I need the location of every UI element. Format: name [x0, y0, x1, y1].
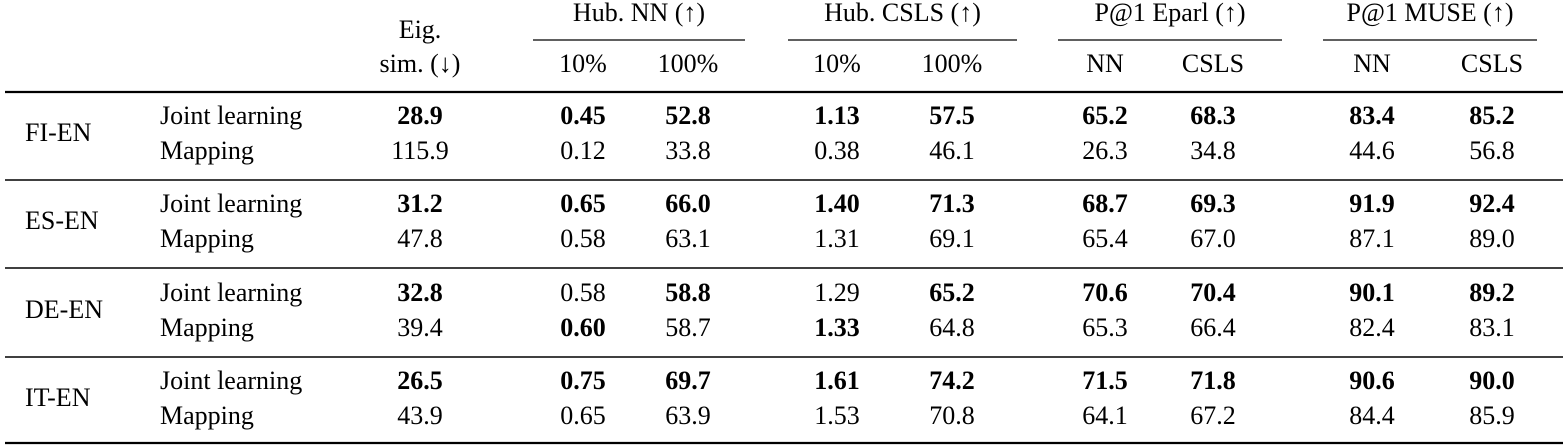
cell: 71.8 — [1190, 366, 1236, 395]
cell: 65.2 — [1082, 101, 1128, 130]
method-label: Joint learning — [160, 189, 302, 218]
cell: 66.4 — [1190, 313, 1236, 342]
method-label: Mapping — [160, 224, 254, 253]
cell: 65.4 — [1082, 224, 1128, 253]
cell: 70.6 — [1082, 278, 1128, 307]
cell: 0.75 — [560, 366, 606, 395]
cell: 71.3 — [929, 189, 975, 218]
cell: 1.31 — [814, 224, 860, 253]
group-title: Hub. NN (↑) — [573, 0, 705, 27]
header-label: sim. (↓) — [380, 49, 461, 78]
cell: 70.4 — [1190, 278, 1236, 307]
subhead: NN — [1353, 49, 1391, 78]
subhead: 10% — [559, 49, 607, 78]
method-label: Joint learning — [160, 278, 302, 307]
cell: 0.65 — [560, 189, 606, 218]
cell: 85.9 — [1469, 401, 1515, 430]
subhead: CSLS — [1182, 49, 1244, 78]
cell: 87.1 — [1349, 224, 1395, 253]
cell: 0.58 — [560, 224, 606, 253]
cell: 26.3 — [1082, 136, 1128, 165]
group-title: Hub. CSLS (↑) — [824, 0, 981, 27]
cell: 0.12 — [560, 136, 606, 165]
cell: 67.2 — [1190, 401, 1236, 430]
cell: 58.8 — [665, 278, 711, 307]
pair-label: ES-EN — [25, 206, 99, 235]
cell: 64.8 — [929, 313, 975, 342]
cell: 28.9 — [397, 101, 443, 130]
cell: 39.4 — [397, 313, 443, 342]
cell: 0.45 — [560, 101, 606, 130]
cell: 1.53 — [814, 401, 860, 430]
cell: 56.8 — [1469, 136, 1515, 165]
cell: 65.2 — [929, 278, 975, 307]
cell: 67.0 — [1190, 224, 1236, 253]
cell: 43.9 — [397, 401, 443, 430]
subhead: 100% — [922, 49, 983, 78]
cell: 58.7 — [665, 313, 711, 342]
cell: 0.38 — [814, 136, 860, 165]
method-label: Joint learning — [160, 101, 302, 130]
cell: 84.4 — [1349, 401, 1395, 430]
cell: 0.65 — [560, 401, 606, 430]
subhead: 10% — [813, 49, 861, 78]
cell: 68.7 — [1082, 189, 1128, 218]
cell: 83.4 — [1349, 101, 1395, 130]
method-label: Mapping — [160, 136, 254, 165]
cell: 70.8 — [929, 401, 975, 430]
cell: 71.5 — [1082, 366, 1128, 395]
subhead: 100% — [658, 49, 719, 78]
cell: 1.40 — [814, 189, 860, 218]
cell: 92.4 — [1469, 189, 1515, 218]
cell: 32.8 — [397, 278, 443, 307]
cell: 33.8 — [665, 136, 711, 165]
cell: 1.29 — [814, 278, 860, 307]
cell: 66.0 — [665, 189, 711, 218]
cell: 46.1 — [929, 136, 975, 165]
cell: 90.6 — [1349, 366, 1395, 395]
header-label: Eig. — [399, 15, 442, 44]
method-label: Mapping — [160, 401, 254, 430]
cell: 115.9 — [391, 136, 449, 165]
subhead: NN — [1086, 49, 1124, 78]
group-title: P@1 MUSE (↑) — [1347, 0, 1514, 27]
cell: 0.60 — [560, 313, 606, 342]
pair-label: IT-EN — [25, 383, 91, 412]
cell: 0.58 — [560, 278, 606, 307]
cell: 89.0 — [1469, 224, 1515, 253]
cell: 69.3 — [1190, 189, 1236, 218]
cell: 90.0 — [1469, 366, 1515, 395]
cell: 68.3 — [1190, 101, 1236, 130]
method-label: Mapping — [160, 313, 254, 342]
cell: 1.33 — [814, 313, 860, 342]
group-title: P@1 Eparl (↑) — [1094, 0, 1245, 27]
subhead: CSLS — [1461, 49, 1523, 78]
cell: 82.4 — [1349, 313, 1395, 342]
cell: 47.8 — [397, 224, 443, 253]
cell: 31.2 — [397, 189, 443, 218]
cell: 34.8 — [1190, 136, 1236, 165]
cell: 69.1 — [929, 224, 975, 253]
cell: 74.2 — [929, 366, 975, 395]
cell: 63.1 — [665, 224, 711, 253]
cell: 1.13 — [814, 101, 860, 130]
pair-label: DE-EN — [25, 295, 103, 324]
cell: 89.2 — [1469, 278, 1515, 307]
cell: 85.2 — [1469, 101, 1515, 130]
cell: 64.1 — [1082, 401, 1128, 430]
cell: 63.9 — [665, 401, 711, 430]
cell: 1.61 — [814, 366, 860, 395]
cell: 65.3 — [1082, 313, 1128, 342]
cell: 44.6 — [1349, 136, 1395, 165]
cell: 90.1 — [1349, 278, 1395, 307]
cell: 69.7 — [665, 366, 711, 395]
cell: 26.5 — [397, 366, 443, 395]
cell: 52.8 — [665, 101, 711, 130]
pair-label: FI-EN — [25, 118, 92, 147]
method-label: Joint learning — [160, 366, 302, 395]
cell: 83.1 — [1469, 313, 1515, 342]
cell: 91.9 — [1349, 189, 1395, 218]
cell: 57.5 — [929, 101, 975, 130]
